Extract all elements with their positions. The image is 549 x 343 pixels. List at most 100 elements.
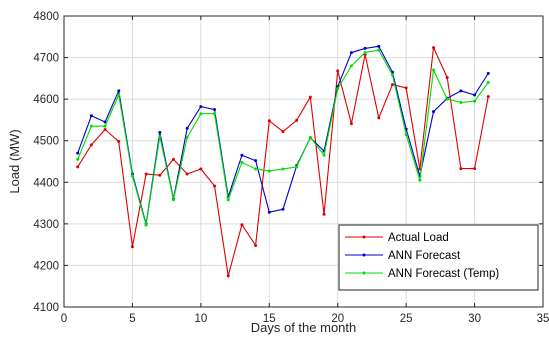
data-point: [308, 95, 312, 99]
data-point: [117, 89, 121, 93]
data-point: [349, 122, 353, 126]
series-3: [76, 48, 490, 227]
data-point: [390, 83, 394, 87]
data-point: [226, 198, 230, 202]
data-point: [199, 105, 203, 109]
data-point: [349, 64, 353, 68]
data-point: [281, 167, 285, 171]
data-point: [322, 212, 326, 216]
data-point: [336, 69, 340, 73]
data-point: [459, 89, 463, 93]
series-layer: [76, 44, 490, 278]
data-point: [281, 207, 285, 211]
data-point: [213, 112, 217, 116]
legend-marker: [362, 235, 366, 239]
data-point: [117, 93, 121, 97]
data-point: [486, 81, 490, 85]
y-tick-label: 4700: [33, 53, 59, 65]
legend: Actual Load ANN Forecast ANN Forecast (Tem…: [338, 224, 539, 291]
data-point: [363, 51, 367, 55]
data-point: [130, 174, 134, 178]
data-point: [418, 178, 422, 182]
data-point: [432, 68, 436, 72]
data-point: [336, 87, 340, 91]
data-point: [486, 71, 490, 75]
data-point: [199, 112, 203, 116]
data-point: [267, 210, 271, 214]
data-point: [432, 46, 436, 50]
y-tick-label: 4300: [33, 219, 59, 231]
x-tick-label: 20: [331, 313, 344, 325]
x-tick-label: 10: [194, 313, 207, 325]
data-point: [281, 130, 285, 134]
legend-item: Actual Load: [345, 232, 449, 244]
x-axis-label: Days of the month: [251, 320, 357, 335]
data-point: [185, 172, 189, 176]
data-point: [322, 153, 326, 157]
data-point: [486, 95, 490, 99]
data-point: [185, 126, 189, 130]
data-point: [377, 116, 381, 120]
data-point: [267, 169, 271, 173]
data-point: [240, 223, 244, 227]
data-point: [404, 132, 408, 136]
y-tick-label: 4100: [33, 302, 59, 314]
data-point: [158, 130, 162, 134]
data-point: [240, 153, 244, 157]
data-point: [254, 243, 258, 247]
data-point: [185, 135, 189, 139]
data-point: [349, 51, 353, 55]
y-tick-label: 4200: [33, 260, 59, 272]
data-point: [459, 167, 463, 171]
data-point: [158, 173, 162, 177]
legend-label: ANN Forecast: [388, 250, 461, 262]
x-tick-label: 5: [129, 313, 135, 325]
data-point: [158, 135, 162, 139]
legend-box: [338, 224, 539, 291]
data-point: [103, 124, 107, 128]
data-point: [89, 114, 93, 118]
data-point: [308, 135, 312, 139]
legend-item: ANN Forecast (Temp): [345, 268, 499, 280]
data-point: [76, 151, 80, 155]
y-tick-label: 4400: [33, 177, 59, 189]
data-point: [144, 172, 148, 176]
data-point: [76, 165, 80, 169]
data-point: [473, 99, 477, 103]
data-point: [254, 167, 258, 171]
data-point: [267, 119, 271, 123]
x-tick-label: 0: [61, 313, 67, 325]
legend-item: ANN Forecast: [345, 250, 461, 262]
data-point: [103, 127, 107, 131]
legend-marker: [362, 253, 366, 257]
data-point: [363, 46, 367, 50]
x-tick-label: 25: [400, 313, 413, 325]
data-point: [226, 274, 230, 278]
data-point: [171, 198, 175, 202]
data-point: [377, 44, 381, 48]
x-tick-label: 30: [468, 313, 481, 325]
data-point: [295, 165, 299, 169]
data-point: [117, 140, 121, 144]
x-tick-label: 15: [263, 313, 276, 325]
series-1: [76, 46, 490, 278]
data-point: [473, 167, 477, 171]
legend-label: ANN Forecast (Temp): [388, 268, 499, 280]
data-point: [254, 159, 258, 163]
data-point: [144, 223, 148, 227]
data-point: [89, 124, 93, 128]
data-point: [213, 184, 217, 188]
y-tick-label: 4600: [33, 94, 59, 106]
data-point: [390, 73, 394, 77]
data-point: [130, 245, 134, 249]
data-point: [473, 93, 477, 97]
data-point: [459, 100, 463, 104]
legend-marker: [362, 271, 366, 275]
data-point: [199, 167, 203, 171]
y-axis-label: Load (MW): [7, 129, 22, 193]
data-point: [103, 120, 107, 124]
y-tick-label: 4800: [33, 11, 59, 23]
legend-label: Actual Load: [388, 232, 449, 244]
